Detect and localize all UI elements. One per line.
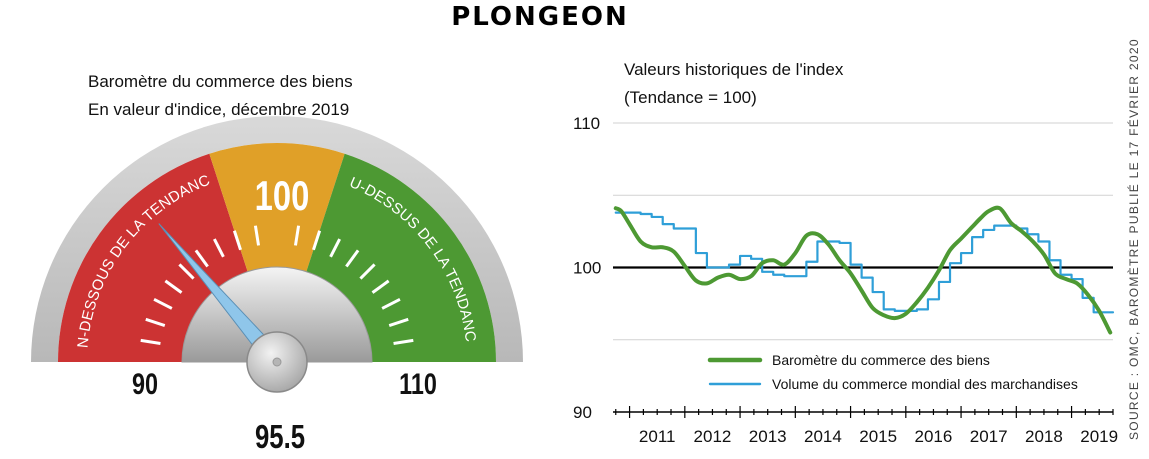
gauge-tick	[145, 317, 166, 327]
gauge-tick	[253, 225, 261, 246]
gauge-tick	[194, 249, 209, 268]
gauge-tick	[329, 238, 341, 258]
gauge-min-label: 90	[131, 368, 159, 401]
gauge-tick	[164, 279, 183, 294]
gauge-tick	[388, 317, 409, 327]
gauge-title-line2: En valeur d'indice, décembre 2019	[88, 100, 350, 119]
gauge-tick	[178, 263, 195, 280]
gauge-ticks	[140, 225, 414, 346]
gauge-value-label: 95.5	[254, 418, 306, 455]
x-tick-label: 2019	[1080, 427, 1118, 446]
gauge-zone-above	[306, 153, 496, 362]
x-tick-label: 2011	[639, 427, 676, 446]
x-tick-label: 2017	[970, 427, 1008, 446]
chart-title: Valeurs historiques de l'index	[624, 60, 844, 79]
gauge-tick	[393, 338, 414, 346]
legend-label: Baromètre du commerce des biens	[772, 352, 990, 368]
gauge-zone-middle	[209, 143, 345, 272]
chart-title-block: Valeurs historiques de l'index (Tendance…	[624, 56, 843, 112]
gauge-tick	[293, 225, 301, 246]
gauge-tick	[381, 298, 401, 310]
x-tick-label: 2014	[804, 427, 842, 446]
gauge-mid-label: 100	[254, 172, 310, 219]
gauge-tick	[359, 263, 376, 280]
gauge-tick	[213, 238, 225, 258]
gauge-tick	[140, 338, 161, 346]
gauge-hub	[181, 266, 373, 363]
chart-x-axis: 2011 2012 2013 2014 2015 2016 2017 2018 2019	[613, 406, 1118, 446]
x-tick-label: 2013	[749, 427, 787, 446]
gauge-rim	[31, 116, 523, 363]
gauge-tick	[371, 279, 390, 294]
gauge-zone-below	[58, 153, 248, 362]
x-tick-label: 2012	[694, 427, 732, 446]
x-tick-label: 2016	[915, 427, 953, 446]
chart-subtitle: (Tendance = 100)	[624, 88, 757, 107]
x-tick-label: 2018	[1025, 427, 1063, 446]
gauge-tick	[345, 249, 360, 268]
gauge-title-line1: Baromètre du commerce des biens	[88, 72, 353, 91]
series-line-barometre	[613, 205, 1113, 335]
gauge-tick	[232, 230, 242, 251]
y-tick-label: 110	[573, 114, 600, 133]
gauge-max-label: 110	[399, 368, 437, 401]
y-tick-label: 100	[573, 259, 601, 278]
gauge: EN-DESSOUS DE LA TENDANCE AU-DESSUS DE L…	[31, 116, 523, 393]
chart-gridlines	[613, 122, 1113, 341]
series-line-volume	[614, 211, 1115, 314]
legend-label: Volume du commerce mondial des marchandi…	[772, 376, 1078, 392]
gauge-tick	[312, 230, 322, 251]
y-tick-label: 90	[573, 403, 592, 422]
chart-legend: Baromètre du commerce des biens Volume du…	[707, 352, 1078, 392]
gauge-title: Baromètre du commerce des biens En valeu…	[88, 68, 353, 124]
chart-y-tick-labels: 90 100 110	[573, 114, 601, 422]
page-title: PLONGEON	[451, 2, 629, 32]
x-tick-label: 2015	[859, 427, 897, 446]
gauge-needle-cap-inner	[272, 357, 282, 367]
gauge-tick	[153, 298, 173, 310]
chart-series	[613, 205, 1115, 335]
